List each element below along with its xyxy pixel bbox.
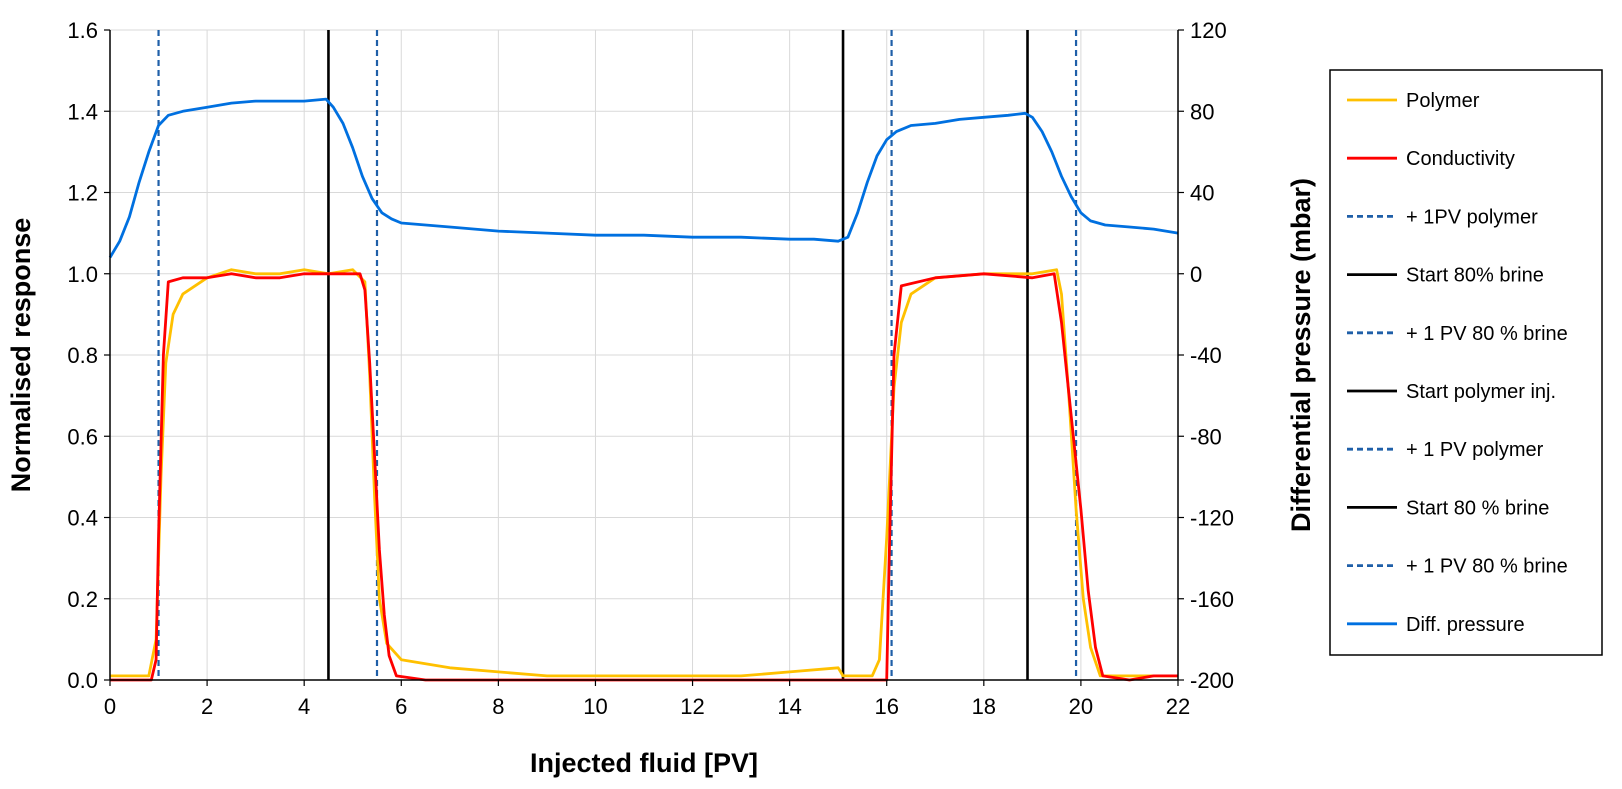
- legend-entry: + 1 PV 80 % brine: [1406, 323, 1568, 345]
- legend-entry: Start polymer inj.: [1406, 381, 1556, 403]
- y-axis-title: Normalised response: [6, 218, 36, 493]
- x-tick-label: 20: [1069, 694, 1093, 719]
- series-line-polymer: [110, 268, 1178, 678]
- x-tick-label: 22: [1166, 694, 1190, 719]
- series-lines: [108, 97, 1179, 682]
- y2-axis-title: Differential pressure (mbar): [1286, 178, 1316, 532]
- y2-tick-label: -120: [1190, 506, 1234, 531]
- y-tick-label: 0.6: [67, 424, 98, 449]
- legend-entry: + 1 PV 80 % brine: [1406, 556, 1568, 578]
- x-tick-label: 2: [201, 694, 213, 719]
- y2-tick-label: 80: [1190, 99, 1214, 124]
- tick-labels: 0 2 4 6 8 10 12 14 16 18 20 22 0.0 0.2 0.4 0.6 0.8 1.0 1.2…: [67, 18, 1234, 719]
- y-tick-label: 1.6: [67, 18, 98, 43]
- y-tick-label: 0.2: [67, 587, 98, 612]
- legend-box: [1329, 69, 1603, 656]
- y2-tick-label: -160: [1190, 587, 1234, 612]
- legend-entry: Start 80 % brine: [1406, 497, 1549, 519]
- x-tick-label: 8: [492, 694, 504, 719]
- x-tick-label: 0: [104, 694, 116, 719]
- x-tick-label: 18: [972, 694, 996, 719]
- x-tick-label: 16: [874, 694, 898, 719]
- axes: [104, 29, 1184, 686]
- legend-entry: Start 80% brine: [1406, 265, 1544, 287]
- y-tick-label: 1.4: [67, 99, 98, 124]
- y-tick-label: 0.0: [67, 668, 98, 693]
- legend: Polymer Conductivity + 1PV polymer Start 80…: [1329, 69, 1603, 656]
- y2-tick-label: -200: [1190, 668, 1234, 693]
- x-tick-label: 14: [777, 694, 801, 719]
- y2-tick-label: 0: [1190, 262, 1202, 287]
- y-tick-label: 1.0: [67, 262, 98, 287]
- x-tick-label: 10: [583, 694, 607, 719]
- x-tick-label: 12: [680, 694, 704, 719]
- legend-entry: Conductivity: [1406, 148, 1515, 170]
- y2-tick-label: -80: [1190, 424, 1222, 449]
- x-axis-title: Injected fluid [PV]: [530, 748, 758, 778]
- y2-tick-label: 40: [1190, 181, 1214, 206]
- y2-tick-label: -40: [1190, 343, 1222, 368]
- legend-entry: + 1PV polymer: [1406, 206, 1538, 228]
- x-tick-label: 6: [395, 694, 407, 719]
- legend-entry: + 1 PV polymer: [1406, 439, 1544, 461]
- series-line-diff-pressure: [108, 97, 1179, 259]
- series-line-conductivity: [110, 272, 1178, 682]
- legend-entry: Polymer: [1406, 90, 1480, 112]
- y-tick-label: 1.2: [67, 181, 98, 206]
- grid: [109, 29, 1179, 681]
- y2-tick-label: 120: [1190, 18, 1227, 43]
- x-tick-label: 4: [298, 694, 310, 719]
- y-tick-label: 0.4: [67, 506, 98, 531]
- legend-entry: Diff. pressure: [1406, 614, 1525, 636]
- y-tick-label: 0.8: [67, 343, 98, 368]
